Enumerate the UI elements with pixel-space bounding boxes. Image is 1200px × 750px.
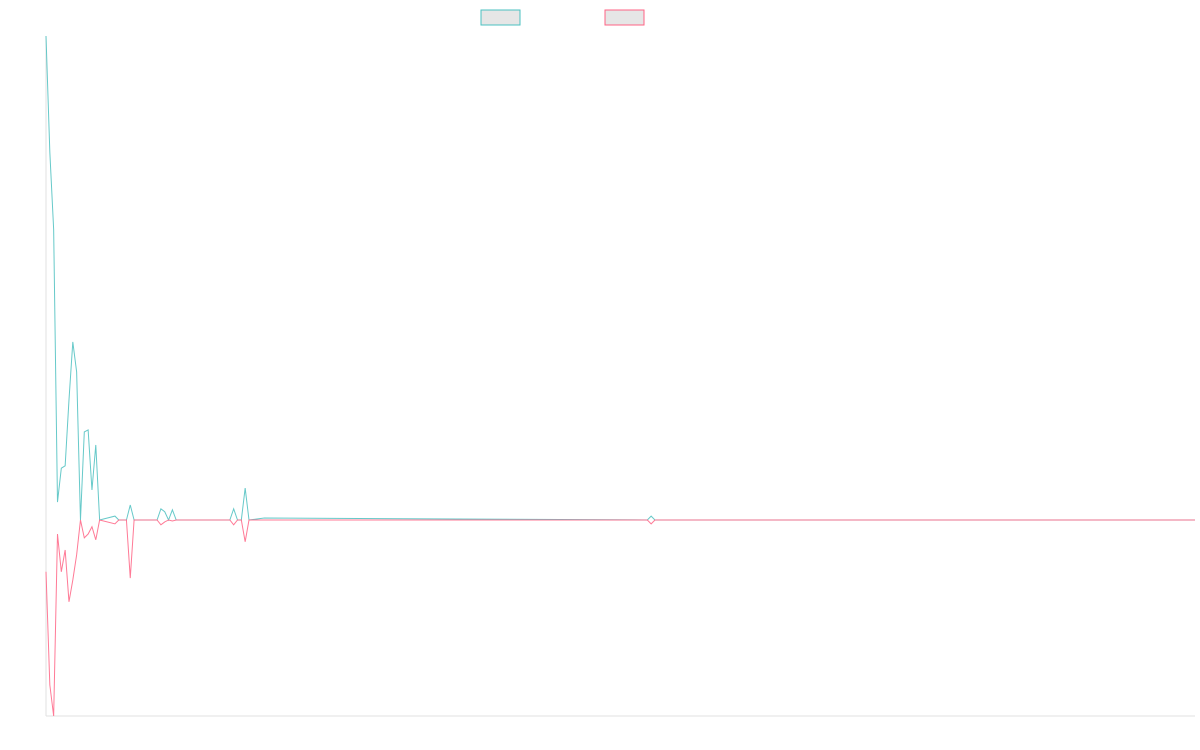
legend-swatch	[480, 9, 521, 26]
series-line	[45, 35, 1195, 522]
series-line	[45, 519, 1195, 717]
legend-swatch	[604, 9, 645, 26]
